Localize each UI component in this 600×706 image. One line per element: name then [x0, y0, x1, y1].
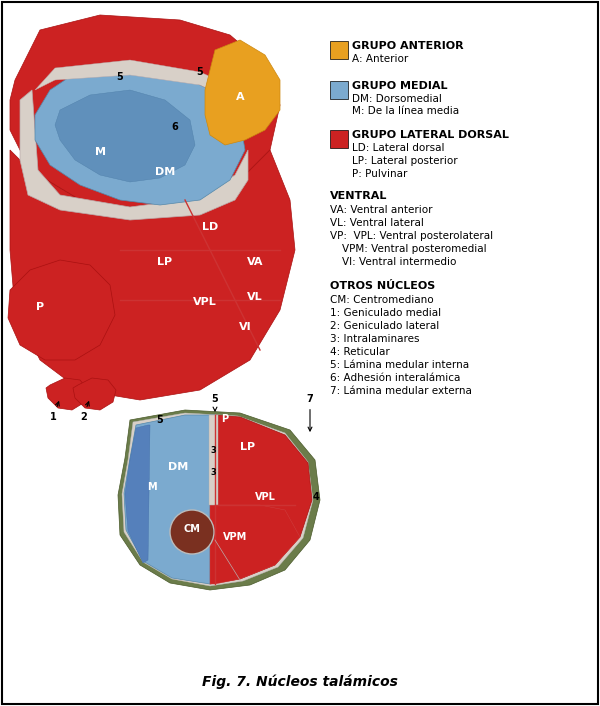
Text: 5: 5 [116, 72, 124, 82]
Text: VP:  VPL: Ventral posterolateral: VP: VPL: Ventral posterolateral [330, 231, 493, 241]
Text: M: De la línea media: M: De la línea media [352, 106, 459, 116]
Text: 4: 4 [313, 492, 320, 502]
Text: 3: Intralaminares: 3: Intralaminares [330, 334, 419, 344]
Text: VA: Ventral anterior: VA: Ventral anterior [330, 205, 433, 215]
Polygon shape [46, 378, 88, 410]
Bar [330, 41, 348, 59]
Polygon shape [35, 60, 240, 92]
Text: CM: Centromediano: CM: Centromediano [330, 295, 434, 305]
Polygon shape [73, 378, 116, 410]
Polygon shape [10, 15, 280, 210]
Text: 5: 5 [197, 67, 203, 77]
Polygon shape [10, 150, 295, 400]
Text: VPM: VPM [223, 532, 247, 542]
Circle shape [170, 510, 214, 554]
Polygon shape [55, 90, 195, 182]
Text: Fig. 7. Núcleos talámicos: Fig. 7. Núcleos talámicos [202, 675, 398, 689]
Text: A: A [236, 92, 244, 102]
Text: 5: 5 [157, 415, 163, 425]
Text: P: Pulvinar: P: Pulvinar [352, 169, 407, 179]
Polygon shape [210, 415, 312, 584]
Text: VENTRAL: VENTRAL [330, 191, 388, 201]
Text: 1: Geniculado medial: 1: Geniculado medial [330, 308, 441, 318]
Text: VPM: Ventral posteromedial: VPM: Ventral posteromedial [342, 244, 487, 254]
Text: CM: CM [184, 524, 200, 534]
Text: 6: Adhesión interalámica: 6: Adhesión interalámica [330, 373, 460, 383]
Text: OTROS NÚCLEOS: OTROS NÚCLEOS [330, 281, 435, 291]
Polygon shape [205, 40, 280, 145]
Polygon shape [210, 505, 300, 584]
Text: VA: VA [247, 257, 263, 267]
Text: A: Anterior: A: Anterior [352, 54, 408, 64]
Polygon shape [35, 65, 245, 205]
Text: LP: Lateral posterior: LP: Lateral posterior [352, 156, 458, 166]
Text: LD: LD [202, 222, 218, 232]
Polygon shape [8, 260, 115, 360]
Bar [330, 130, 348, 148]
Text: 3: 3 [210, 468, 216, 477]
Text: P: P [221, 414, 229, 424]
Text: 5: Lámina medular interna: 5: Lámina medular interna [330, 360, 469, 370]
Text: M: M [95, 147, 106, 157]
Text: GRUPO ANTERIOR: GRUPO ANTERIOR [352, 41, 464, 51]
Text: LP: LP [157, 257, 173, 267]
Polygon shape [122, 413, 313, 586]
Text: DM: DM [168, 462, 188, 472]
Text: 5: 5 [212, 394, 218, 411]
Polygon shape [118, 410, 320, 590]
Text: GRUPO MEDIAL: GRUPO MEDIAL [352, 81, 448, 91]
Text: 6: 6 [172, 122, 178, 132]
Text: 2: Geniculado lateral: 2: Geniculado lateral [330, 321, 439, 331]
Text: VPL: VPL [254, 492, 275, 502]
Text: LP: LP [241, 442, 256, 452]
Text: M: M [147, 482, 157, 492]
Bar [330, 81, 348, 99]
Text: DM: Dorsomedial: DM: Dorsomedial [352, 94, 442, 104]
Text: 3: 3 [210, 446, 216, 455]
Text: P: P [36, 302, 44, 312]
Polygon shape [125, 425, 150, 563]
Text: VL: Ventral lateral: VL: Ventral lateral [330, 218, 424, 228]
Text: VPL: VPL [193, 297, 217, 307]
Text: 1: 1 [50, 402, 59, 422]
Polygon shape [209, 415, 218, 505]
Text: 7: Lámina medular externa: 7: Lámina medular externa [330, 386, 472, 396]
Text: DM: DM [155, 167, 175, 177]
Text: 2: 2 [80, 402, 89, 422]
Text: 7: 7 [307, 394, 313, 431]
Text: VI: VI [239, 322, 251, 332]
Text: LD: Lateral dorsal: LD: Lateral dorsal [352, 143, 445, 153]
Polygon shape [124, 415, 215, 584]
Text: 4: Reticular: 4: Reticular [330, 347, 390, 357]
Text: GRUPO LATERAL DORSAL: GRUPO LATERAL DORSAL [352, 130, 509, 140]
Text: VL: VL [247, 292, 263, 302]
Polygon shape [20, 90, 248, 220]
Text: VI: Ventral intermedio: VI: Ventral intermedio [342, 257, 457, 267]
